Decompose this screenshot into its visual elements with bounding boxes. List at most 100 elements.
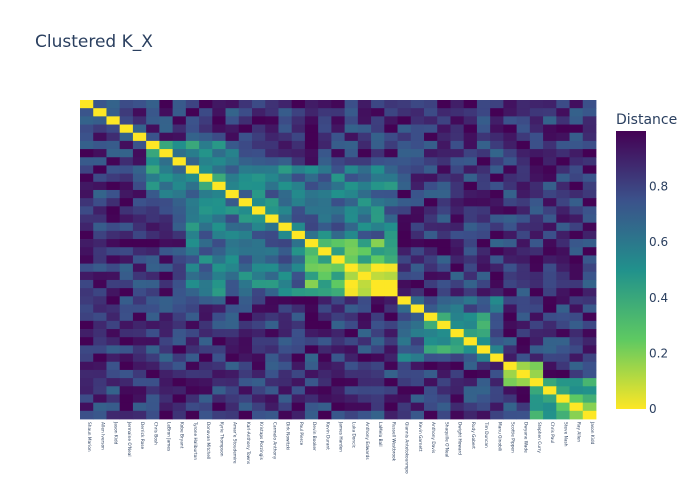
heatmap-cell xyxy=(212,132,226,142)
heatmap-cell xyxy=(384,271,398,281)
heatmap-cell xyxy=(582,165,597,175)
heatmap-cell xyxy=(238,222,253,232)
heatmap-cell xyxy=(119,288,134,297)
heatmap-cell xyxy=(463,181,478,191)
heatmap-cell xyxy=(463,124,478,134)
heatmap-cell xyxy=(450,239,465,248)
heatmap-cell xyxy=(556,165,570,175)
heatmap-cell xyxy=(344,320,359,330)
heatmap-cell xyxy=(106,230,121,240)
heatmap-cell xyxy=(172,320,187,330)
heatmap-cell xyxy=(503,345,518,354)
heatmap-cell xyxy=(106,173,121,183)
heatmap-cell xyxy=(278,410,293,420)
heatmap-cell xyxy=(476,345,491,354)
heatmap-cell xyxy=(185,189,200,199)
heatmap-cell xyxy=(106,337,121,346)
heatmap-cell xyxy=(476,247,491,256)
heatmap-cell xyxy=(490,345,504,354)
heatmap-cell xyxy=(450,157,465,166)
heatmap-cell xyxy=(238,239,253,248)
heatmap-cell xyxy=(93,296,107,305)
heatmap-cell xyxy=(344,369,359,379)
heatmap-cell xyxy=(93,173,107,183)
heatmap-cell xyxy=(357,410,372,420)
heatmap-cell xyxy=(344,288,359,297)
heatmap-cell xyxy=(212,410,226,420)
heatmap-cell xyxy=(252,247,266,256)
heatmap-cell xyxy=(344,353,359,363)
heatmap-cell xyxy=(80,100,94,109)
heatmap-cell xyxy=(199,255,213,264)
heatmap-cell xyxy=(450,108,465,117)
heatmap-cell xyxy=(199,116,213,125)
heatmap-cell xyxy=(490,198,504,207)
heatmap-cell xyxy=(331,214,346,224)
heatmap-cell xyxy=(397,198,412,207)
x-tick-label: Shaquille O'Neal xyxy=(443,422,449,457)
heatmap-cell xyxy=(476,230,491,240)
heatmap-cell xyxy=(119,337,134,346)
heatmap-cell xyxy=(238,394,253,404)
heatmap-cell xyxy=(106,279,121,289)
heatmap-cell xyxy=(225,198,240,207)
heatmap-cell xyxy=(569,222,584,232)
heatmap-cell xyxy=(371,108,385,117)
heatmap-cell xyxy=(582,312,597,322)
heatmap-cell xyxy=(556,149,570,158)
heatmap-cell xyxy=(529,132,544,142)
heatmap-cell xyxy=(291,361,306,371)
heatmap-cell xyxy=(225,100,240,109)
heatmap-cell xyxy=(318,255,332,264)
heatmap-cell xyxy=(410,255,425,264)
heatmap-cell xyxy=(225,108,240,117)
heatmap-cell xyxy=(159,263,174,273)
heatmap-cell xyxy=(397,181,412,191)
heatmap-cell xyxy=(543,369,557,379)
heatmap-cell xyxy=(450,132,465,142)
heatmap-cell xyxy=(397,132,412,142)
heatmap-cell xyxy=(238,296,253,305)
heatmap-cell xyxy=(304,214,319,224)
heatmap-cell xyxy=(344,189,359,199)
heatmap-cell xyxy=(357,337,372,346)
heatmap-cell xyxy=(318,378,332,387)
heatmap-cell xyxy=(159,386,174,395)
x-tick-label: Stephen Curry xyxy=(536,422,542,453)
heatmap-cell xyxy=(172,386,187,395)
heatmap-cell xyxy=(410,320,425,330)
heatmap-cell xyxy=(529,230,544,240)
heatmap-cell xyxy=(199,189,213,199)
heatmap-cell xyxy=(556,222,570,232)
x-tick-label: Dwight Howard xyxy=(457,422,463,455)
heatmap-cell xyxy=(476,173,491,183)
heatmap-cell xyxy=(476,255,491,264)
heatmap-cell xyxy=(304,255,319,264)
heatmap-cell xyxy=(463,247,478,256)
heatmap-cell xyxy=(582,181,597,191)
heatmap-cell xyxy=(106,369,121,379)
heatmap-cell xyxy=(278,329,293,338)
heatmap-cell xyxy=(543,279,557,289)
heatmap-cell xyxy=(225,173,240,183)
heatmap-cell xyxy=(371,279,385,289)
heatmap-cell xyxy=(252,378,266,387)
heatmap-cell xyxy=(225,402,240,412)
heatmap-cell xyxy=(278,132,293,142)
heatmap-cell xyxy=(397,402,412,412)
heatmap-cell xyxy=(450,230,465,240)
heatmap-cell xyxy=(516,189,531,199)
heatmap-cell xyxy=(569,369,584,379)
heatmap-cell xyxy=(556,279,570,289)
heatmap-cell xyxy=(278,263,293,273)
heatmap-cell xyxy=(80,386,94,395)
heatmap-cell xyxy=(199,140,213,150)
heatmap-cell xyxy=(199,206,213,215)
heatmap-cell xyxy=(225,239,240,248)
heatmap-cell xyxy=(225,263,240,273)
heatmap-cell xyxy=(371,394,385,404)
heatmap-cell xyxy=(304,288,319,297)
heatmap-cell xyxy=(93,198,107,207)
heatmap-cell xyxy=(159,165,174,175)
